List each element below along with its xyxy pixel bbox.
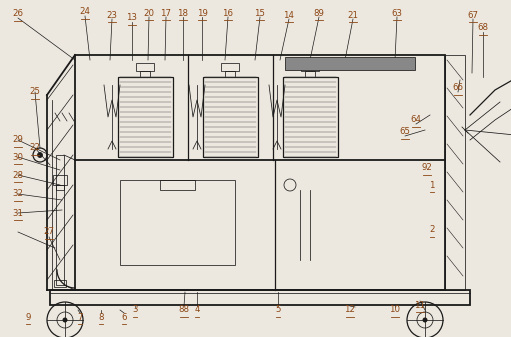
Bar [50,290,470,305]
Text: 23: 23 [106,10,118,20]
Bar [285,57,415,70]
Bar [75,55,445,290]
Text: 16: 16 [222,8,234,18]
Text: 5: 5 [275,306,281,314]
Bar [53,175,67,185]
Text: 63: 63 [391,8,403,18]
Bar [54,280,66,287]
Text: 89: 89 [314,8,324,18]
Bar [56,155,64,285]
Text: 17: 17 [160,8,172,18]
Text: 26: 26 [12,9,24,19]
Text: 14: 14 [284,10,294,20]
Bar [136,63,154,71]
Text: 13: 13 [127,13,137,23]
Text: 9: 9 [26,312,31,321]
Text: 1: 1 [429,181,435,189]
Bar [140,71,150,77]
Text: 4: 4 [194,306,200,314]
Bar [305,71,315,77]
Text: 29: 29 [13,135,24,145]
Text: 12: 12 [344,306,356,314]
Text: 18: 18 [177,8,189,18]
Circle shape [62,317,67,323]
Bar [203,77,258,157]
Text: 31: 31 [12,209,24,217]
Bar [160,180,195,190]
Circle shape [37,153,42,157]
Text: 27: 27 [43,227,55,237]
Text: 2: 2 [429,225,435,235]
Bar [120,180,235,265]
Text: 68: 68 [477,24,489,32]
Bar [283,77,338,157]
Bar [221,63,239,71]
Text: 65: 65 [400,127,410,136]
Text: 6: 6 [121,312,127,321]
Text: 30: 30 [12,153,24,161]
Text: 67: 67 [468,10,478,20]
Text: 20: 20 [144,8,154,18]
Circle shape [423,317,428,323]
Text: 22: 22 [30,144,40,153]
Text: 64: 64 [410,116,422,124]
Text: 11: 11 [414,301,426,309]
Text: 66: 66 [453,84,463,92]
Text: 15: 15 [254,8,266,18]
Text: 28: 28 [12,171,24,180]
Text: 3: 3 [132,306,138,314]
Bar [56,185,64,190]
Bar [445,55,465,290]
Bar [225,71,235,77]
Text: 8: 8 [98,312,104,321]
Text: 32: 32 [12,189,24,198]
Text: 19: 19 [197,8,207,18]
Text: 25: 25 [30,88,40,96]
Bar [118,77,173,157]
Text: 92: 92 [422,163,432,173]
Text: 88: 88 [178,306,190,314]
Bar [301,63,319,71]
Text: 21: 21 [347,10,359,20]
Text: 7: 7 [77,312,83,321]
Text: 24: 24 [80,7,90,17]
Text: 10: 10 [389,306,401,314]
